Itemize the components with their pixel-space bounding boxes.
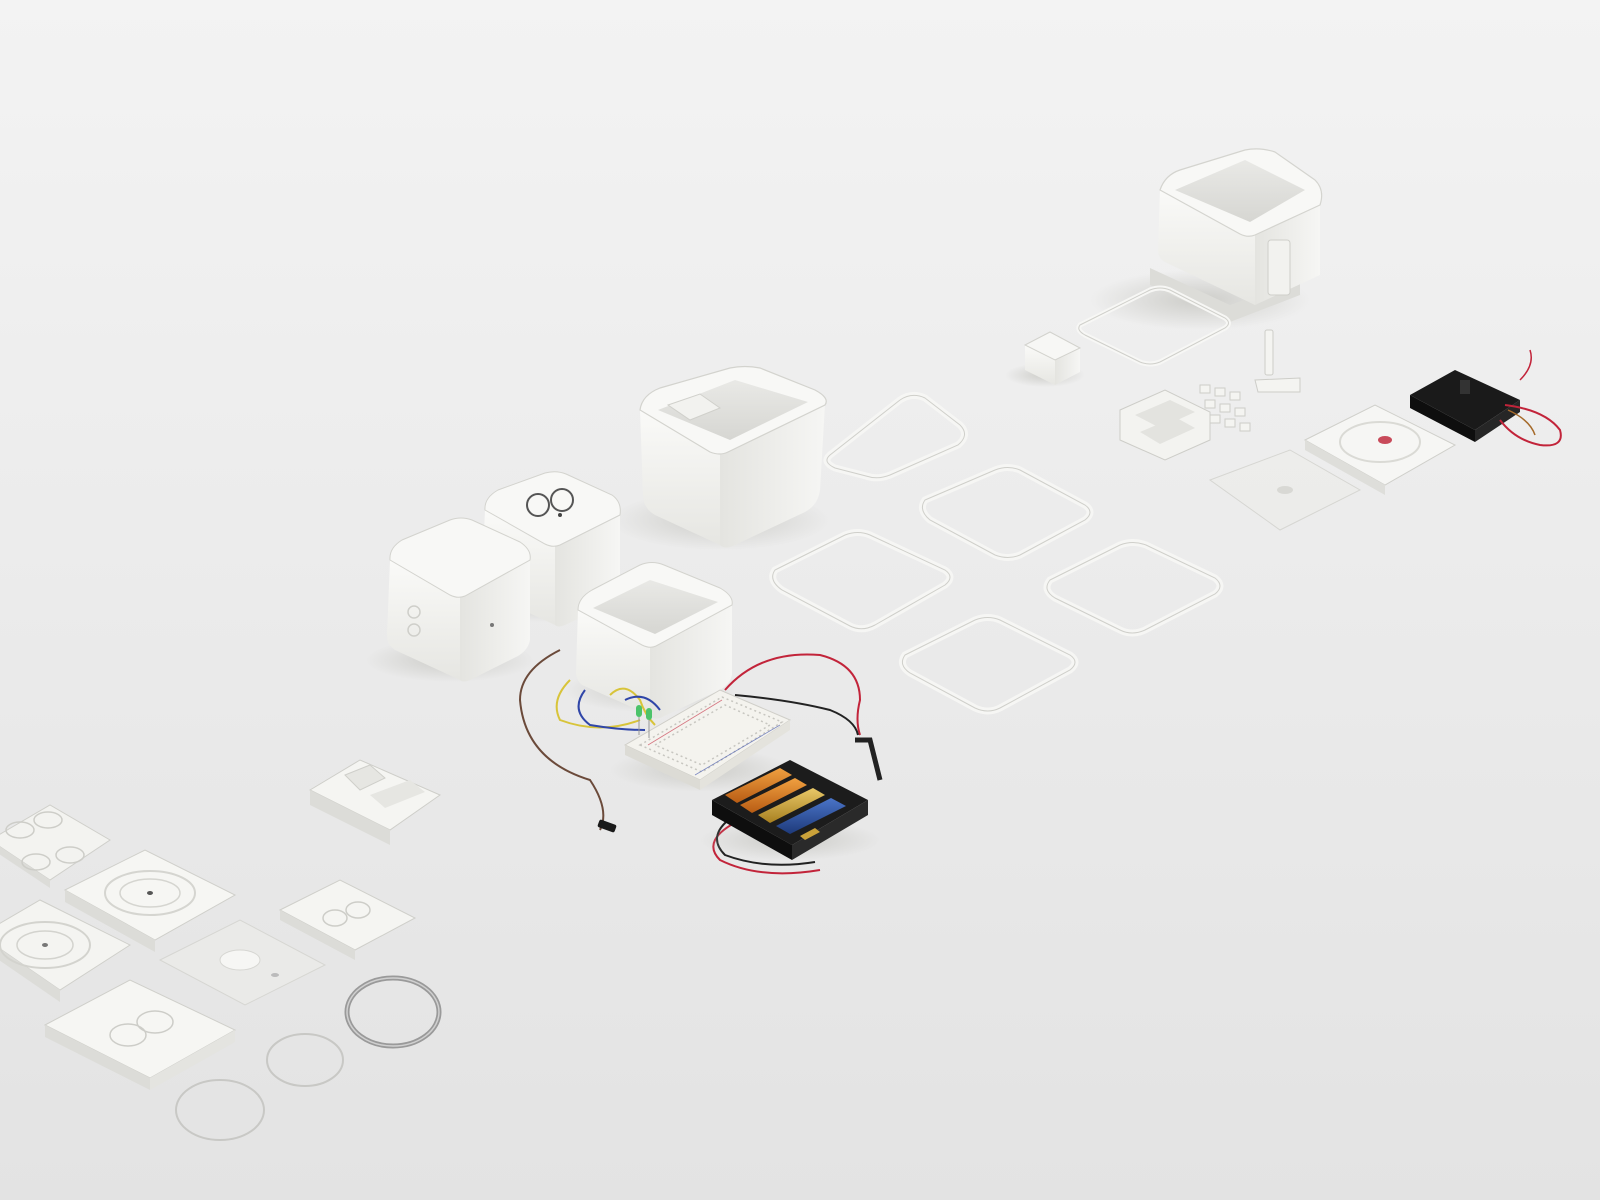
- clear-acrylic-plate: [1208, 449, 1362, 531]
- metal-ring: [344, 975, 442, 1049]
- clear-plate-bottom: [158, 919, 327, 1006]
- square-frame-4: [1043, 539, 1224, 637]
- dupont-connector: [597, 819, 617, 833]
- plate-concentric: [0, 899, 132, 1002]
- plate-large-ring: [63, 849, 237, 952]
- thin-square-frame-top: [1076, 285, 1231, 367]
- square-frame-5: [898, 614, 1079, 715]
- square-frame-2: [918, 464, 1094, 561]
- thin-clear-ring-2: [175, 1079, 265, 1141]
- cube-front-left: [365, 517, 535, 682]
- middle-planter-box: [610, 365, 830, 550]
- round-base-plate: [1303, 404, 1457, 495]
- square-frame-3: [769, 529, 954, 633]
- plate-eyes-bottom: [43, 979, 237, 1090]
- thin-clear-ring-1: [266, 1033, 344, 1087]
- slotted-parts-tree: [1119, 389, 1211, 461]
- small-pin-parts: [1199, 329, 1301, 432]
- small-cube-top: [1005, 331, 1085, 387]
- top-right-planter-box: [1090, 148, 1323, 330]
- square-frame-1: [823, 391, 968, 482]
- small-open-box: [565, 562, 735, 719]
- breadboard: [610, 689, 792, 792]
- black-motor-module: [1410, 349, 1562, 447]
- clip-part-frame: [308, 759, 442, 845]
- green-leds: [636, 705, 652, 738]
- battery-pack: [700, 760, 880, 860]
- plate-four-circles: [0, 804, 111, 888]
- plate-eyes-right: [278, 879, 417, 960]
